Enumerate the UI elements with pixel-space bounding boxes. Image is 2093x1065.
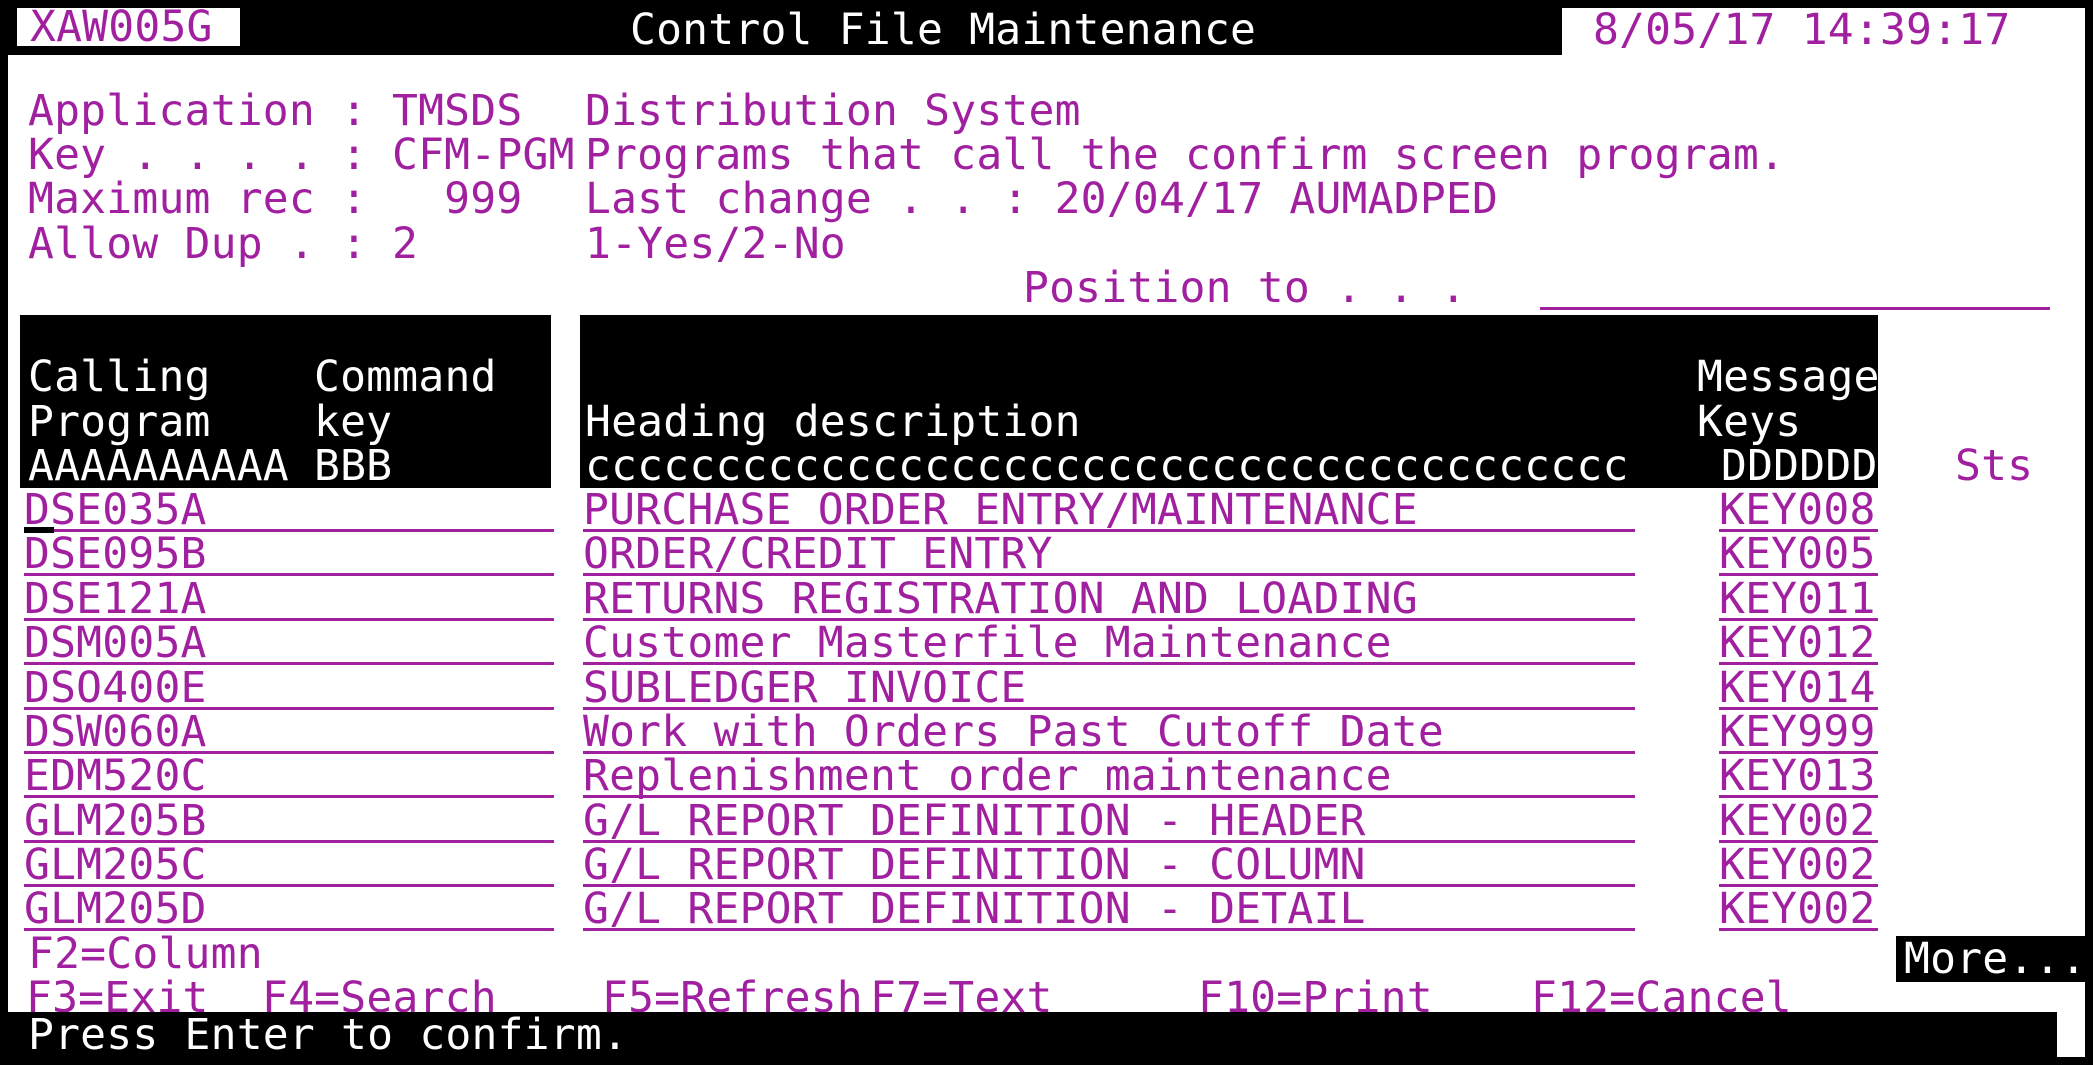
status-message: Press Enter to confirm. xyxy=(28,1010,629,1060)
maximum-rec-label: Maximum rec : xyxy=(28,174,368,224)
allow-dup-value[interactable]: 2 xyxy=(392,219,419,269)
table-row-key-input[interactable]: KEY014 xyxy=(1719,666,1878,710)
table-row-program-input[interactable]: EDM520C xyxy=(24,754,554,798)
table-row-description-input[interactable]: Replenishment order maintenance xyxy=(583,754,1635,798)
application-note: Distribution System xyxy=(585,86,1081,136)
col-header-heading-description: Heading description xyxy=(585,397,1081,447)
table-row-description-input[interactable]: G/L REPORT DEFINITION - COLUMN xyxy=(583,843,1635,887)
col-header-calling: Calling xyxy=(28,352,211,402)
table-row-key-input[interactable]: KEY013 xyxy=(1719,754,1878,798)
table-row-program-input[interactable]: DSM005A xyxy=(24,621,554,665)
left-header-box xyxy=(20,315,551,488)
allow-dup-note: 1-Yes/2-No xyxy=(585,219,846,269)
table-row-key-input[interactable]: KEY002 xyxy=(1719,887,1878,931)
table-row-program-input[interactable]: DSW060A xyxy=(24,710,554,754)
table-row-description-input[interactable]: Customer Masterfile Maintenance xyxy=(583,621,1635,665)
allow-dup-label: Allow Dup . : xyxy=(28,219,368,269)
application-value: TMSDS xyxy=(392,86,523,136)
col-header-command: Command xyxy=(314,352,497,402)
table-row-key-input[interactable]: KEY002 xyxy=(1719,799,1878,843)
heading-description-mask: cccccccccccccccccccccccccccccccccccccccc xyxy=(585,441,1629,491)
table-row-key-input[interactable]: KEY005 xyxy=(1719,532,1878,576)
datetime: 8/05/17 14:39:17 xyxy=(1593,5,2011,55)
message-keys-mask: DDDDDD xyxy=(1721,441,1878,491)
table-row-description-input[interactable]: Work with Orders Past Cutoff Date xyxy=(583,710,1635,754)
table-row-program-input[interactable]: DSE095B xyxy=(24,532,554,576)
key-value: CFM-PGM xyxy=(392,130,575,180)
more-indicator: More... xyxy=(1904,934,2087,984)
status-bar xyxy=(0,1012,2057,1057)
program-id-box xyxy=(17,8,240,46)
key-label: Key . . . . : xyxy=(28,130,368,180)
table-row-program-input[interactable]: GLM205D xyxy=(24,887,554,931)
table-row-program-input[interactable]: DSO400E xyxy=(24,666,554,710)
screen-border-right xyxy=(2085,0,2093,1065)
col-header-sts: Sts xyxy=(1955,441,2034,491)
command-key-mask: BBB xyxy=(314,441,393,491)
table-row-key-input[interactable]: KEY002 xyxy=(1719,843,1878,887)
application-label: Application : xyxy=(28,86,368,136)
program-id: XAW005G xyxy=(30,2,213,52)
table-row-description-input[interactable]: PURCHASE ORDER ENTRY/MAINTENANCE xyxy=(583,488,1635,532)
table-row-description-input[interactable]: G/L REPORT DEFINITION - HEADER xyxy=(583,799,1635,843)
table-row-program-input[interactable]: GLM205C xyxy=(24,843,554,887)
table-row-program-input[interactable]: DSE035A xyxy=(24,488,554,532)
col-header-keys: Keys xyxy=(1697,397,1802,447)
last-change-note: Last change . . : 20/04/17 AUMADPED xyxy=(585,174,1499,224)
screen-border-top xyxy=(0,0,2093,8)
table-row-key-input[interactable]: KEY008 xyxy=(1719,488,1878,532)
table-row-key-input[interactable]: KEY011 xyxy=(1719,577,1878,621)
title-bar xyxy=(0,0,1562,55)
col-header-message: Message xyxy=(1697,352,1880,402)
table-row-key-input[interactable]: KEY999 xyxy=(1719,710,1878,754)
more-indicator-box xyxy=(1896,936,2085,982)
maximum-rec-value: 999 xyxy=(392,174,523,224)
screen-border-bottom xyxy=(0,1057,2093,1065)
screen-title: Control File Maintenance xyxy=(630,5,1257,55)
table-row-program-input[interactable]: GLM205B xyxy=(24,799,554,843)
text-cursor xyxy=(24,527,54,533)
col-header-program: Program xyxy=(28,397,211,447)
screen-border-left xyxy=(0,0,8,1065)
table-row-description-input[interactable]: SUBLEDGER INVOICE xyxy=(583,666,1635,710)
col-header-key: key xyxy=(314,397,393,447)
key-note: Programs that call the confirm screen pr… xyxy=(585,130,1786,180)
position-to-input[interactable] xyxy=(1540,266,2050,310)
position-to-label: Position to . . . xyxy=(1023,263,1467,313)
fkey-f2-column: F2=Column xyxy=(28,929,263,979)
table-row-program-input[interactable]: DSE121A xyxy=(24,577,554,621)
table-row-description-input[interactable]: ORDER/CREDIT ENTRY xyxy=(583,532,1635,576)
right-header-box xyxy=(580,315,1878,488)
table-row-description-input[interactable]: RETURNS REGISTRATION AND LOADING xyxy=(583,577,1635,621)
program-field-mask: AAAAAAAAAA xyxy=(28,441,289,491)
table-row-description-input[interactable]: G/L REPORT DEFINITION - DETAIL xyxy=(583,887,1635,931)
table-row-key-input[interactable]: KEY012 xyxy=(1719,621,1878,665)
